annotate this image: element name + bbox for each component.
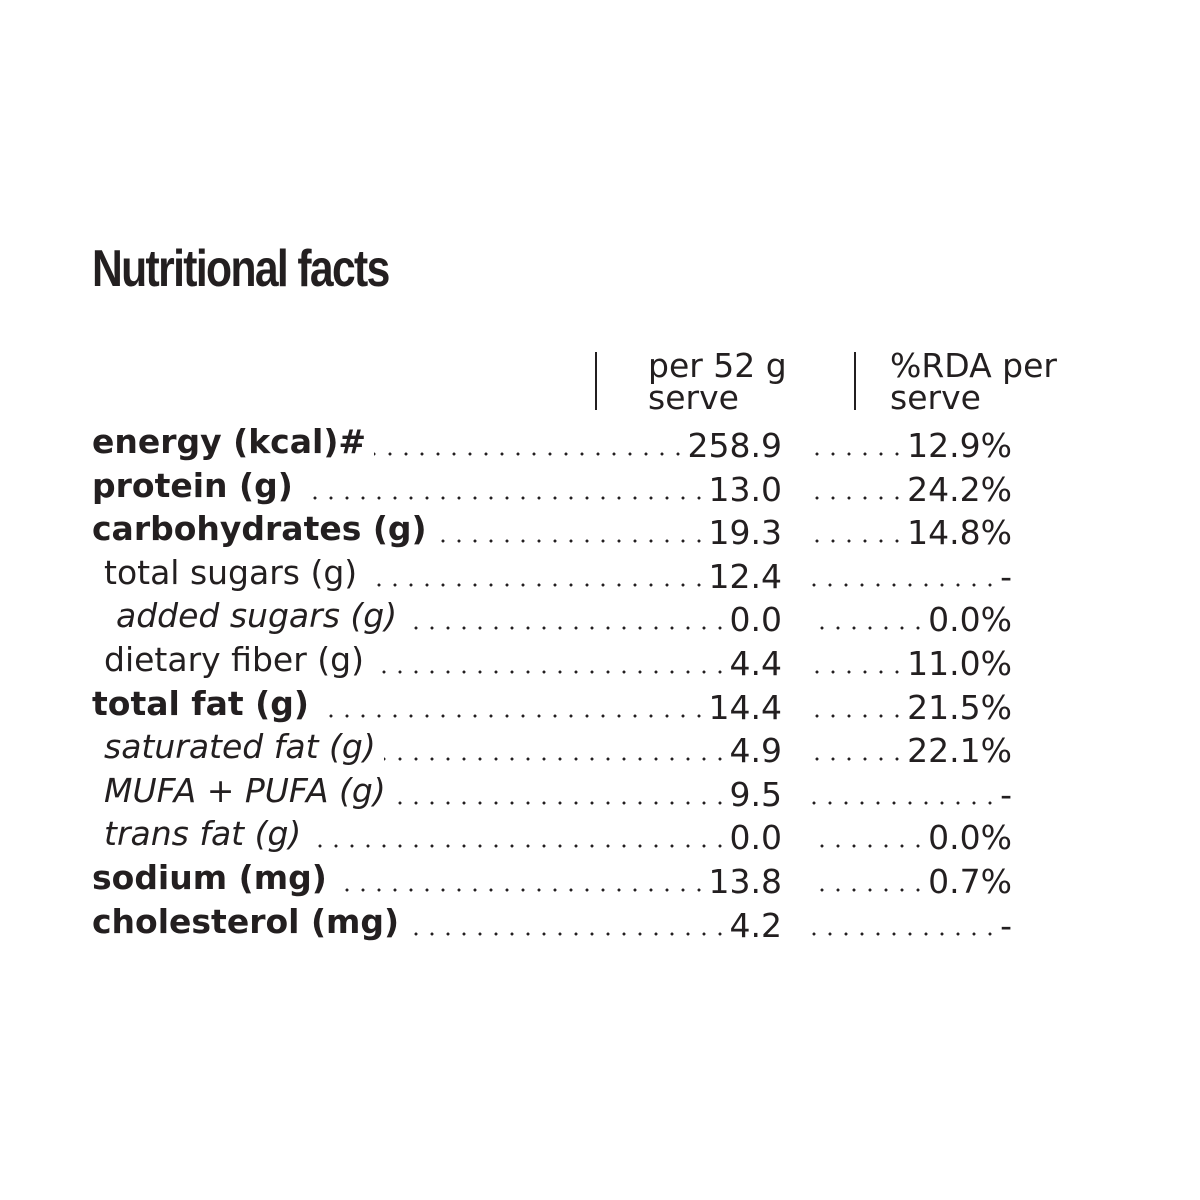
nutrient-label: trans fat (g)	[104, 814, 302, 853]
table-row: energy (kcal)# 258.9 12.9%	[0, 424, 1200, 468]
per-serve-value: 14.4	[708, 688, 782, 727]
column-header-rda-line2: serve	[890, 378, 981, 417]
rda-value: 24.2%	[907, 470, 1012, 509]
nutrient-label: added sugars (g)	[116, 596, 398, 635]
rda-value: -	[1000, 906, 1012, 945]
rda-value: 22.1%	[907, 731, 1012, 770]
dot-leader	[405, 626, 728, 630]
column-separator	[854, 352, 856, 410]
per-serve-value: 258.9	[687, 426, 782, 465]
dot-leader	[812, 888, 926, 892]
dot-leader	[812, 539, 905, 543]
dot-leader	[309, 844, 728, 848]
column-header-per-serve-line1: per 52 g	[648, 346, 787, 385]
dot-leader	[384, 757, 728, 761]
rda-value: 0.0%	[928, 818, 1012, 857]
per-serve-value: 4.2	[729, 906, 782, 945]
table-row: protein (g) 13.0 24.2%	[0, 468, 1200, 512]
table-row: carbohydrates (g) 19.3 14.8%	[0, 511, 1200, 555]
dot-leader	[812, 801, 998, 805]
table-row: sodium (mg) 13.8 0.7%	[0, 860, 1200, 904]
dot-leader	[812, 496, 905, 500]
per-serve-value: 4.9	[729, 731, 782, 770]
nutrient-label: carbohydrates (g)	[92, 509, 427, 548]
dot-leader	[812, 626, 926, 630]
nutrient-label: cholesterol (mg)	[92, 902, 400, 941]
table-row: added sugars (g) 0.0 0.0%	[0, 598, 1200, 642]
rda-value: 14.8%	[907, 513, 1012, 552]
per-serve-value: 13.0	[708, 470, 782, 509]
nutrient-label: protein (g)	[92, 466, 293, 505]
nutrient-label: total fat (g)	[92, 684, 309, 723]
table-row: total fat (g) 14.4 21.5%	[0, 686, 1200, 730]
rda-value: 12.9%	[907, 426, 1012, 465]
rda-value: -	[1000, 775, 1012, 814]
per-serve-value: 0.0	[729, 818, 782, 857]
rda-value: -	[1000, 557, 1012, 596]
dot-leader	[812, 714, 905, 718]
table-row: cholesterol (mg) 4.2 -	[0, 904, 1200, 948]
nutrient-label: total sugars (g)	[104, 553, 358, 592]
nutrient-label: MUFA + PUFA (g)	[104, 771, 386, 810]
table-row: saturated fat (g) 4.9 22.1%	[0, 729, 1200, 773]
per-serve-value: 12.4	[708, 557, 782, 596]
dot-leader	[812, 844, 926, 848]
dot-leader	[812, 452, 905, 456]
per-serve-value: 0.0	[729, 600, 782, 639]
dot-leader	[335, 888, 707, 892]
per-serve-value: 9.5	[729, 775, 782, 814]
per-serve-value: 13.8	[708, 862, 782, 901]
dot-leader	[365, 583, 707, 587]
nutrient-label: energy (kcal)#	[92, 422, 367, 461]
per-serve-value: 4.4	[729, 644, 782, 683]
rda-value: 11.0%	[907, 644, 1012, 683]
dot-leader	[812, 932, 998, 936]
column-separator	[595, 352, 597, 410]
dot-leader	[435, 539, 707, 543]
rda-value: 0.7%	[928, 862, 1012, 901]
table-row: trans fat (g) 0.0 0.0%	[0, 816, 1200, 860]
dot-leader	[301, 496, 707, 500]
column-header-per-serve: per 52 g serve	[648, 346, 787, 417]
nutrient-label: dietary fiber (g)	[104, 640, 364, 679]
column-header-rda-line1: %RDA per	[890, 346, 1057, 385]
table-row: dietary fiber (g) 4.4 11.0%	[0, 642, 1200, 686]
page-title: Nutritional facts	[92, 240, 390, 298]
dot-leader	[372, 670, 728, 674]
column-header-per-serve-line2: serve	[648, 378, 739, 417]
dot-leader	[394, 801, 728, 805]
dot-leader	[812, 670, 905, 674]
dot-leader	[407, 932, 728, 936]
table-row: MUFA + PUFA (g) 9.5 -	[0, 773, 1200, 817]
column-header-rda: %RDA per serve	[890, 346, 1057, 417]
per-serve-value: 19.3	[708, 513, 782, 552]
dot-leader	[317, 714, 707, 718]
dot-leader	[812, 583, 998, 587]
rda-value: 0.0%	[928, 600, 1012, 639]
nutrient-label: saturated fat (g)	[104, 727, 376, 766]
table-row: total sugars (g) 12.4 -	[0, 555, 1200, 599]
dot-leader	[812, 757, 905, 761]
dot-leader	[374, 452, 686, 456]
rda-value: 21.5%	[907, 688, 1012, 727]
nutrient-label: sodium (mg)	[92, 858, 327, 897]
